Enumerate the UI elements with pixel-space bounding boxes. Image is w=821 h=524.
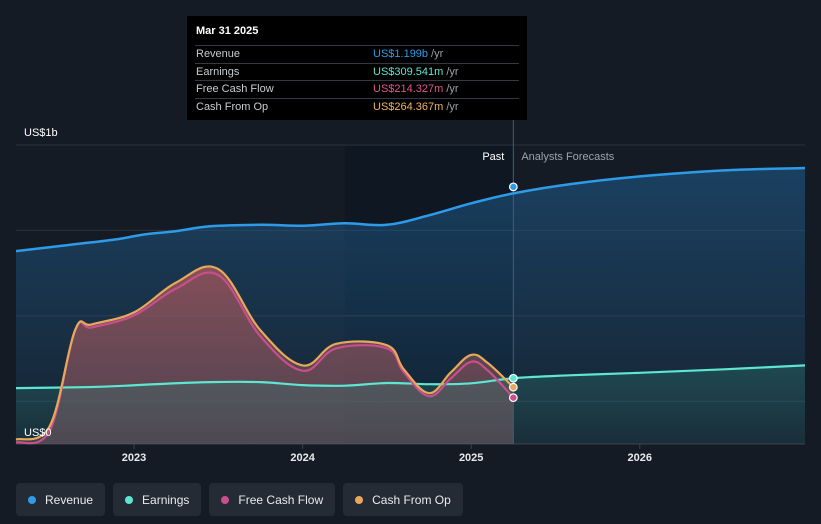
tooltip-value: US$214.327m xyxy=(373,83,444,95)
legend-item-cash-from-op[interactable]: Cash From Op xyxy=(343,483,463,516)
legend-item-revenue[interactable]: Revenue xyxy=(16,483,106,516)
free-cash-flow-dot-icon xyxy=(221,495,230,504)
tooltip-row-earnings: Earnings US$309.541m /yr xyxy=(195,62,519,81)
legend-label: Earnings xyxy=(142,492,190,507)
tooltip-label: Free Cash Flow xyxy=(196,83,274,95)
legend-label: Revenue xyxy=(45,492,94,507)
tooltip-unit: /yr xyxy=(446,83,459,95)
y-axis-label-bottom: US$0 xyxy=(24,427,52,439)
revenue-dot-icon xyxy=(28,495,36,504)
tooltip-row-cash-from-op: Cash From Op US$264.367m /yr xyxy=(195,97,519,116)
past-label: Past xyxy=(482,151,504,163)
earnings-dot-icon xyxy=(125,495,134,504)
x-tick-label: 2023 xyxy=(122,452,146,464)
tooltip-unit: /yr xyxy=(446,100,459,113)
revenue-marker[interactable] xyxy=(508,182,518,192)
legend-label: Cash From Op xyxy=(372,492,451,507)
tooltip-unit: /yr xyxy=(446,65,459,78)
forecast-label: Analysts Forecasts xyxy=(521,151,614,163)
tooltip-label: Earnings xyxy=(196,65,240,78)
tooltip-value: US$309.541m xyxy=(373,65,444,78)
legend: Revenue Earnings Free Cash Flow Cash Fro… xyxy=(16,483,463,516)
tooltip-value: US$1.199b xyxy=(373,48,429,60)
tooltip-row-revenue: Revenue US$1.199b /yr xyxy=(195,45,519,63)
cash-from-op-dot-icon xyxy=(355,495,364,504)
tooltip-label: Cash From Op xyxy=(196,100,269,113)
legend-item-earnings[interactable]: Earnings xyxy=(113,483,202,516)
tooltip-row-free-cash-flow: Free Cash Flow US$214.327m /yr xyxy=(195,80,519,98)
y-axis-label-top: US$1b xyxy=(24,127,58,139)
earnings-line xyxy=(15,364,806,390)
x-tick-label: 2026 xyxy=(628,452,652,464)
earnings-marker[interactable] xyxy=(508,373,518,383)
legend-label: Free Cash Flow xyxy=(238,492,324,507)
tooltip-unit: /yr xyxy=(431,48,444,60)
free-cash-flow-marker[interactable] xyxy=(508,393,518,403)
cash-from-op-line xyxy=(15,265,515,441)
tooltip-value: US$264.367m xyxy=(373,100,444,113)
x-tick-label: 2025 xyxy=(459,452,483,464)
tooltip-label: Revenue xyxy=(196,48,241,60)
tooltip: Mar 31 2025 Revenue US$1.199b /yr Earnin… xyxy=(187,16,527,120)
x-tick-label: 2024 xyxy=(290,452,315,464)
earnings-area xyxy=(16,365,805,444)
tooltip-date: Mar 31 2025 xyxy=(196,25,259,37)
cash-from-op-marker[interactable] xyxy=(508,382,518,392)
legend-item-free-cash-flow[interactable]: Free Cash Flow xyxy=(209,483,336,516)
revenue-line xyxy=(15,166,806,253)
